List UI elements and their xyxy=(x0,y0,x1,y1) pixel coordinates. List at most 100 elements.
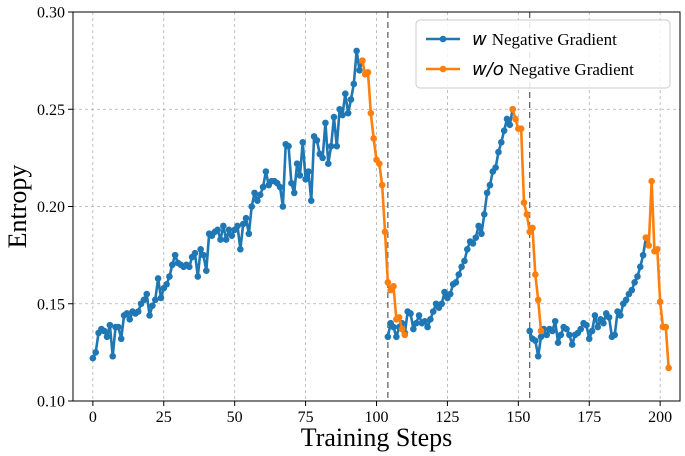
data-point xyxy=(319,154,326,162)
data-point xyxy=(583,321,590,329)
data-point xyxy=(134,308,142,315)
data-point xyxy=(529,224,536,232)
axis-ticks: 0 25 50 75 100 125 150 175 200 0.10 0.15 0.20 0.25 0.… xyxy=(37,5,672,427)
data-point xyxy=(259,183,267,191)
data-point xyxy=(458,263,465,271)
data-point xyxy=(256,191,264,199)
y-tick-label: 0.20 xyxy=(37,199,65,216)
data-point xyxy=(322,119,329,127)
data-point xyxy=(115,323,122,331)
data-point xyxy=(342,90,349,97)
data-point xyxy=(568,341,576,348)
data-point xyxy=(279,203,287,210)
data-point xyxy=(532,337,539,345)
series-with-negative-gradient xyxy=(89,47,650,362)
data-point xyxy=(117,335,125,343)
data-point xyxy=(140,296,148,304)
data-point xyxy=(293,160,301,168)
data-point xyxy=(517,125,525,132)
data-point xyxy=(344,109,352,117)
data-point xyxy=(483,189,491,197)
data-point xyxy=(228,232,236,239)
data-point xyxy=(631,279,638,286)
data-point xyxy=(441,288,448,296)
x-tick-label: 200 xyxy=(648,409,672,426)
data-point xyxy=(299,139,307,146)
data-point xyxy=(367,109,375,117)
data-point xyxy=(296,172,304,179)
data-point xyxy=(225,226,233,234)
x-tick-label: 25 xyxy=(156,409,172,426)
legend-box xyxy=(415,19,671,89)
series-line-segment xyxy=(386,109,514,339)
data-point xyxy=(642,234,650,241)
data-point xyxy=(469,240,477,247)
data-point xyxy=(427,316,434,323)
data-point xyxy=(217,236,224,243)
data-point xyxy=(639,251,647,259)
data-point xyxy=(634,273,641,280)
data-point xyxy=(376,160,383,168)
data-point xyxy=(324,160,332,168)
data-point xyxy=(191,249,199,257)
data-point xyxy=(662,323,670,331)
x-tick-label: 50 xyxy=(227,409,243,426)
legend-marker xyxy=(439,65,447,73)
data-point xyxy=(395,314,403,321)
series-lines xyxy=(89,47,672,372)
data-point xyxy=(534,296,542,304)
data-point xyxy=(486,181,494,189)
data-point xyxy=(512,115,519,123)
data-point xyxy=(126,316,134,323)
data-point xyxy=(166,273,173,280)
data-point xyxy=(421,317,429,325)
x-axis-title: Training Steps xyxy=(301,423,452,452)
legend: w Negative Gradient w/o Negative Gradient xyxy=(415,19,671,89)
data-point xyxy=(390,323,397,331)
data-point xyxy=(500,127,508,134)
data-point xyxy=(378,181,386,189)
data-point xyxy=(171,251,179,259)
data-point xyxy=(577,325,585,333)
data-point xyxy=(245,230,253,238)
data-point xyxy=(149,302,156,309)
data-point xyxy=(495,148,502,156)
data-point xyxy=(393,333,400,341)
data-point xyxy=(103,333,111,341)
data-point xyxy=(600,319,607,327)
data-point xyxy=(585,335,593,343)
data-point xyxy=(168,261,176,269)
legend-entry: w Negative Gradient xyxy=(426,29,617,50)
data-point xyxy=(333,142,341,150)
data-point xyxy=(285,142,292,150)
data-point xyxy=(353,47,360,55)
series-line-segment xyxy=(361,60,407,336)
data-point xyxy=(92,349,99,356)
x-tick-label: 100 xyxy=(365,409,389,426)
data-point xyxy=(106,321,114,329)
data-point xyxy=(534,352,542,360)
data-point xyxy=(384,333,392,341)
data-point xyxy=(248,203,255,210)
data-point xyxy=(307,197,315,204)
data-point xyxy=(200,251,207,259)
data-point xyxy=(557,331,565,339)
data-point xyxy=(520,199,528,206)
data-point xyxy=(480,210,488,218)
data-point xyxy=(463,245,471,253)
y-tick-label: 0.30 xyxy=(37,5,65,22)
data-point xyxy=(339,111,346,119)
data-point xyxy=(415,312,423,319)
data-point xyxy=(446,290,454,298)
y-tick-label: 0.15 xyxy=(37,296,65,313)
data-point xyxy=(347,96,355,103)
data-point xyxy=(143,290,151,298)
data-point xyxy=(509,105,516,113)
data-point xyxy=(452,279,460,286)
data-point xyxy=(503,115,511,123)
x-tick-label: 75 xyxy=(298,409,314,426)
data-point xyxy=(305,168,312,175)
series-without-negative-gradient xyxy=(359,57,672,372)
data-point xyxy=(384,279,392,286)
